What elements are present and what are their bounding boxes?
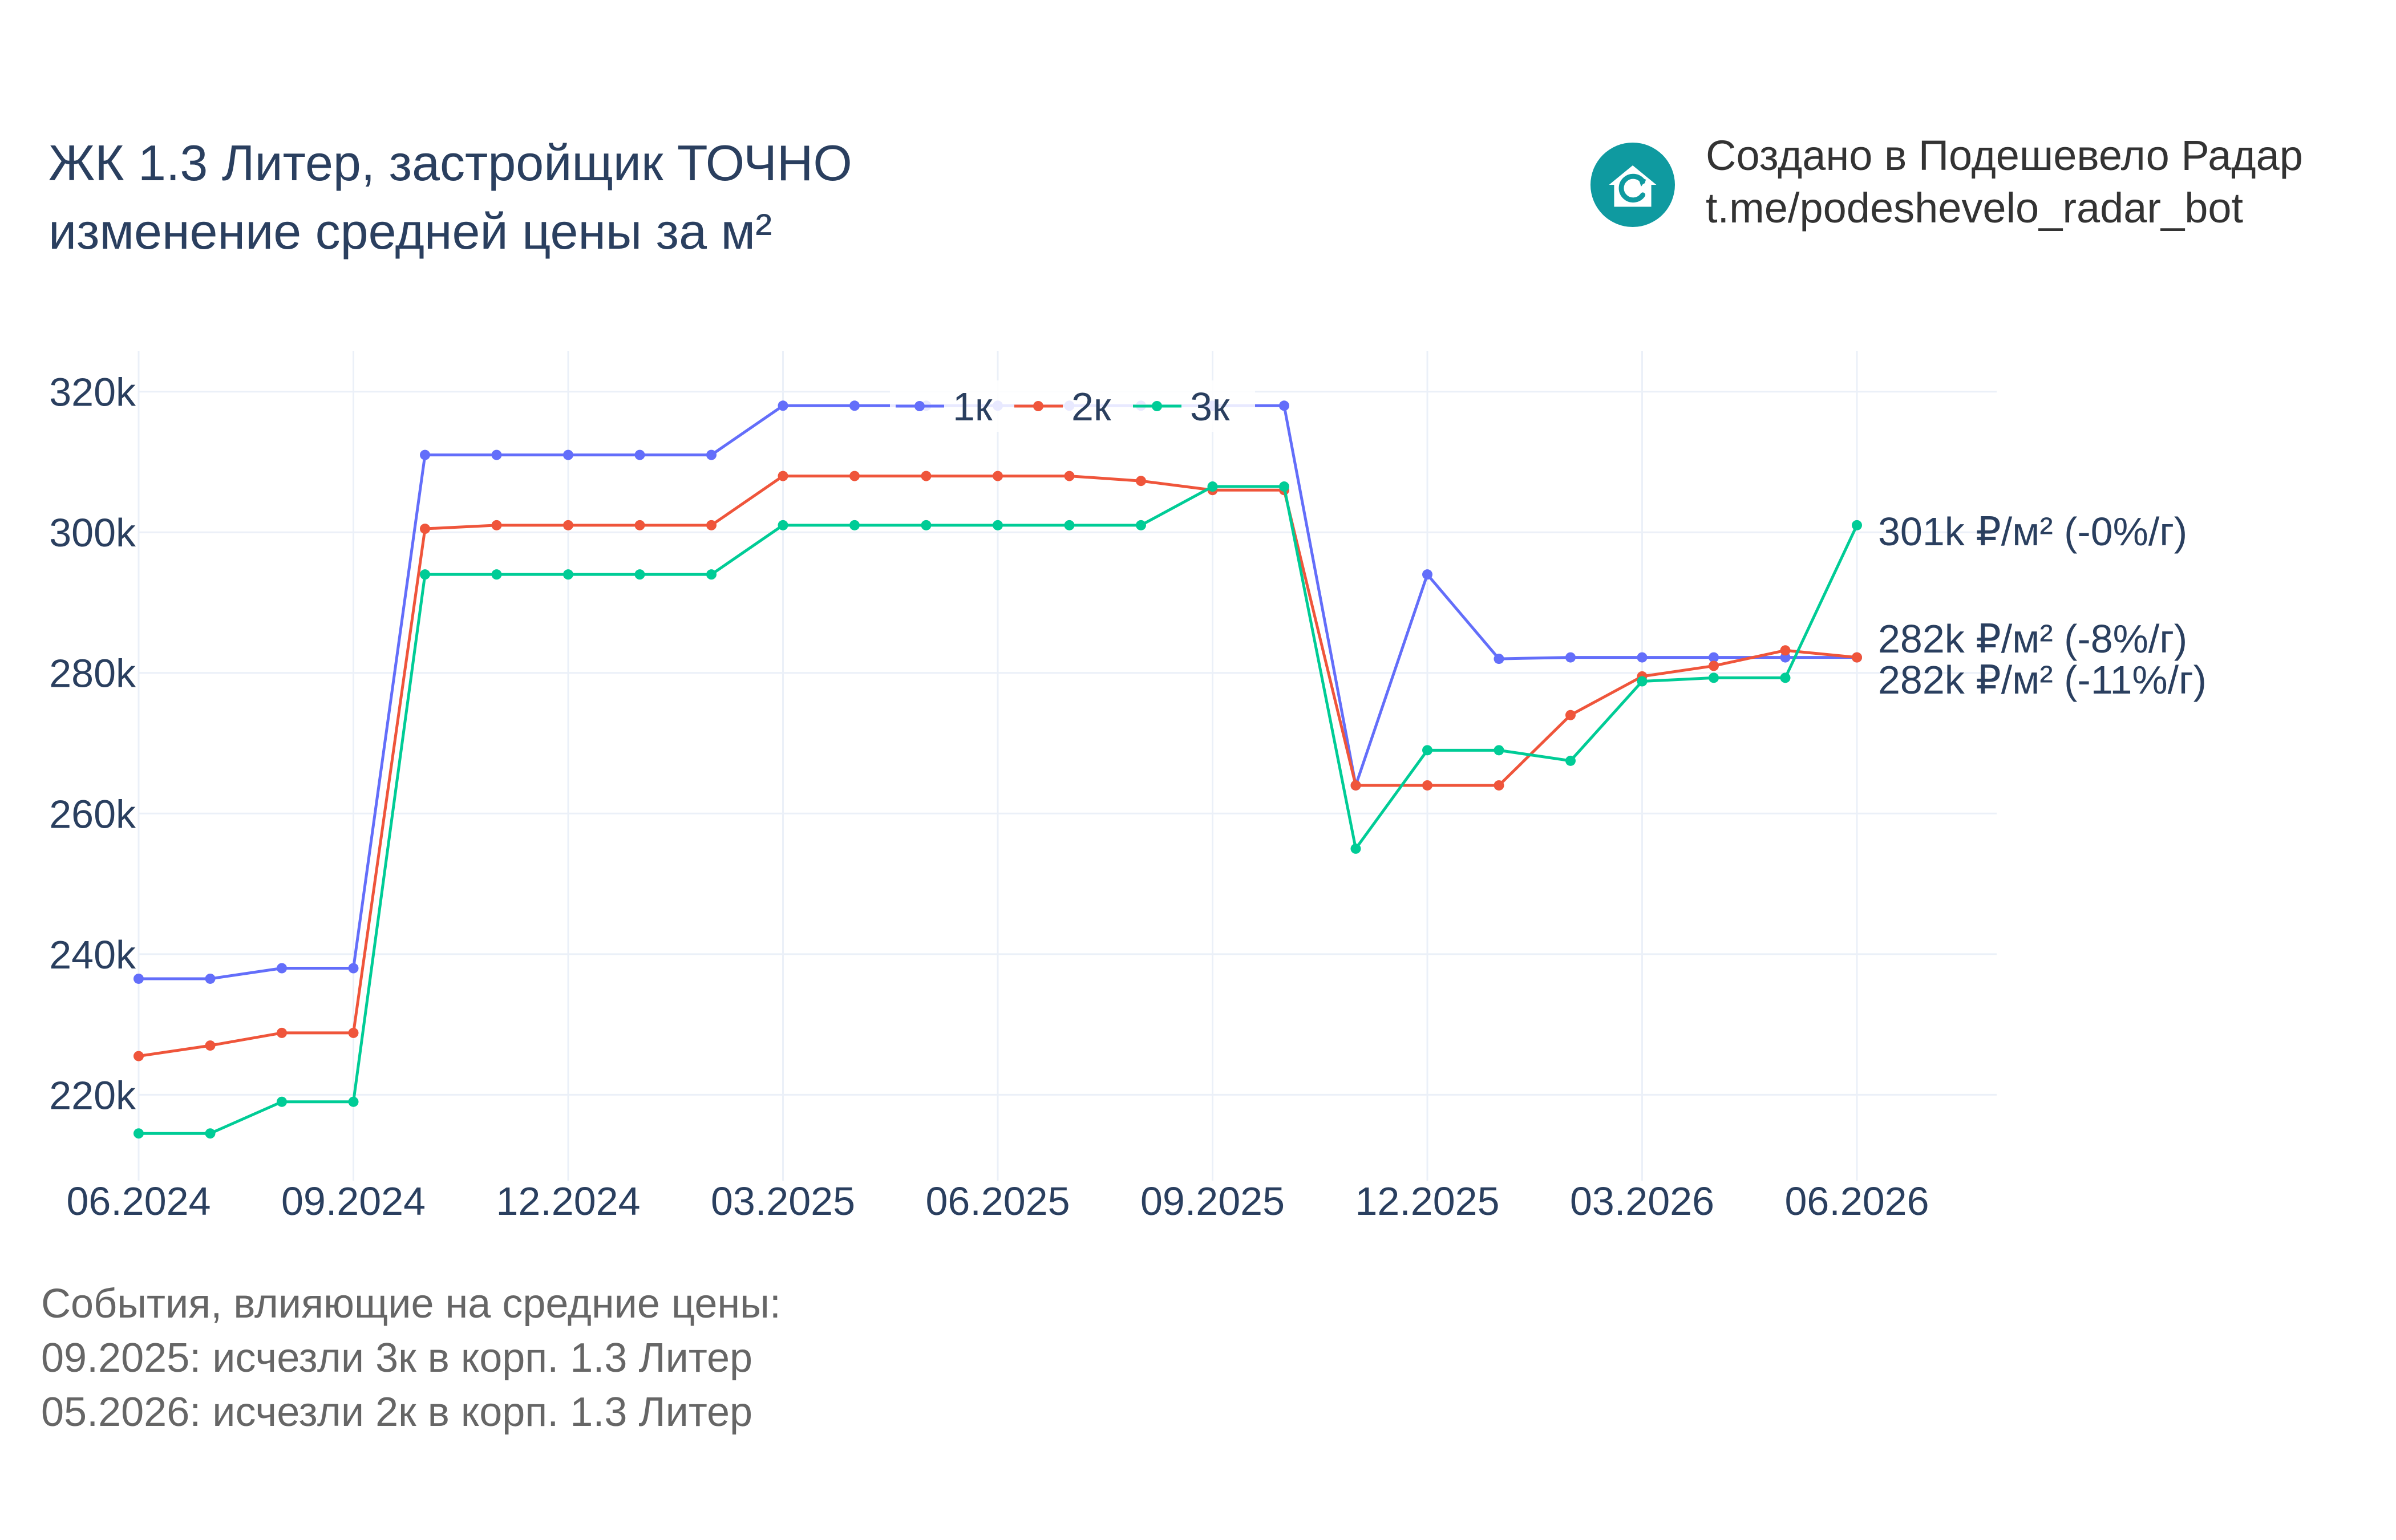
data-point-2к xyxy=(1494,780,1504,791)
data-point-3к xyxy=(133,1128,144,1139)
x-tick-label: 12.2025 xyxy=(1355,1179,1499,1223)
data-point-1к xyxy=(778,400,788,411)
x-tick-label: 09.2025 xyxy=(1140,1179,1285,1223)
end-value-label: 282k ₽/м² (-11%/г) xyxy=(1878,658,2207,702)
data-point-2к xyxy=(778,471,788,481)
data-point-3к xyxy=(205,1128,216,1139)
data-point-2к xyxy=(1709,660,1719,671)
y-tick-label: 220k xyxy=(49,1073,136,1117)
data-point-3к xyxy=(277,1096,287,1107)
data-point-3к xyxy=(1136,520,1146,530)
data-point-1к xyxy=(133,973,144,984)
legend-background xyxy=(890,380,1255,432)
house-refresh-icon xyxy=(1590,143,1675,227)
data-point-2к xyxy=(849,471,860,481)
data-point-3к xyxy=(1350,843,1361,854)
data-point-1к xyxy=(420,449,430,460)
data-point-1к xyxy=(1494,654,1504,664)
y-tick-label: 280k xyxy=(49,651,136,696)
data-point-2к xyxy=(1350,780,1361,791)
data-point-3к xyxy=(634,569,645,580)
x-tick-label: 12.2024 xyxy=(496,1179,640,1223)
data-point-3к xyxy=(849,520,860,530)
legend-swatch-marker xyxy=(1033,401,1043,411)
data-point-3к xyxy=(706,569,717,580)
data-point-3к xyxy=(563,569,573,580)
y-tick-label: 240k xyxy=(49,933,136,977)
data-point-2к xyxy=(1565,710,1576,720)
data-point-1к xyxy=(277,963,287,974)
data-point-2к xyxy=(634,520,645,530)
data-point-2к xyxy=(1422,780,1432,791)
x-tick-label: 09.2024 xyxy=(281,1179,426,1223)
data-point-3к xyxy=(778,520,788,530)
brand-name: Создано в Подешевело Радар xyxy=(1706,132,2303,179)
data-point-2к xyxy=(205,1040,216,1051)
data-point-2к xyxy=(277,1027,287,1038)
legend-swatch-marker xyxy=(1152,401,1162,411)
y-tick-label: 260k xyxy=(49,792,136,836)
data-point-1к xyxy=(348,963,359,974)
events-heading: События, влияющие на средние цены: xyxy=(41,1281,781,1327)
data-point-1к xyxy=(634,449,645,460)
legend-label: 3к xyxy=(1190,384,1230,429)
brand-link[interactable]: t.me/podeshevelo_radar_bot xyxy=(1706,184,2244,232)
data-point-2к xyxy=(993,471,1003,481)
data-point-2к xyxy=(921,471,932,481)
data-point-2к xyxy=(420,524,430,534)
legend-label: 1к xyxy=(953,384,993,429)
data-point-2к xyxy=(1064,471,1075,481)
data-point-1к xyxy=(1637,652,1648,663)
x-tick-label: 03.2026 xyxy=(1570,1179,1714,1223)
x-tick-label: 06.2024 xyxy=(66,1179,211,1223)
data-point-1к xyxy=(563,449,573,460)
data-point-3к xyxy=(1422,745,1432,756)
data-point-1к xyxy=(1422,569,1432,580)
data-point-1к xyxy=(706,449,717,460)
data-point-1к xyxy=(1780,652,1791,663)
data-point-3к xyxy=(921,520,932,530)
chart-title-line2: изменение средней цены за м² xyxy=(48,203,772,260)
y-tick-label: 300k xyxy=(49,510,136,555)
data-point-3к xyxy=(1780,672,1791,683)
data-point-1к xyxy=(491,449,502,460)
data-point-1к xyxy=(1279,400,1289,411)
legend-label: 2к xyxy=(1071,384,1111,429)
event-item-2: 05.2026: исчезли 2к в корп. 1.3 Литер xyxy=(41,1389,753,1435)
data-point-2к xyxy=(1780,645,1791,656)
data-point-2к xyxy=(348,1027,359,1038)
data-point-2к xyxy=(133,1051,144,1061)
x-tick-label: 03.2025 xyxy=(711,1179,855,1223)
data-point-1к xyxy=(1709,652,1719,663)
data-point-2к xyxy=(1136,476,1146,487)
data-point-3к xyxy=(491,569,502,580)
data-point-1к xyxy=(205,973,216,984)
end-value-label: 301k ₽/м² (-0%/г) xyxy=(1878,509,2187,554)
data-point-3к xyxy=(1852,520,1862,530)
data-point-3к xyxy=(1709,672,1719,683)
data-point-2к xyxy=(491,520,502,530)
y-tick-label: 320k xyxy=(49,370,136,415)
data-point-3к xyxy=(1494,745,1504,756)
x-tick-label: 06.2026 xyxy=(1784,1179,1929,1223)
x-tick-label: 06.2025 xyxy=(925,1179,1070,1223)
chart-title-line1: ЖК 1.3 Литер, застройщик ТОЧНО xyxy=(48,135,852,191)
data-point-3к xyxy=(1279,481,1289,492)
data-point-3к xyxy=(993,520,1003,530)
data-point-2к xyxy=(1852,652,1862,663)
event-item-1: 09.2025: исчезли 3к в корп. 1.3 Литер xyxy=(41,1335,753,1381)
data-point-3к xyxy=(1637,676,1648,687)
data-point-2к xyxy=(563,520,573,530)
data-point-3к xyxy=(1207,481,1218,492)
data-point-3к xyxy=(1064,520,1075,530)
end-value-label: 282k ₽/м² (-8%/г) xyxy=(1878,617,2187,661)
data-point-3к xyxy=(420,569,430,580)
data-point-3к xyxy=(348,1096,359,1107)
data-point-3к xyxy=(1565,755,1576,766)
legend-swatch-marker xyxy=(914,401,925,411)
data-point-2к xyxy=(706,520,717,530)
data-point-1к xyxy=(1565,652,1576,663)
data-point-1к xyxy=(849,400,860,411)
